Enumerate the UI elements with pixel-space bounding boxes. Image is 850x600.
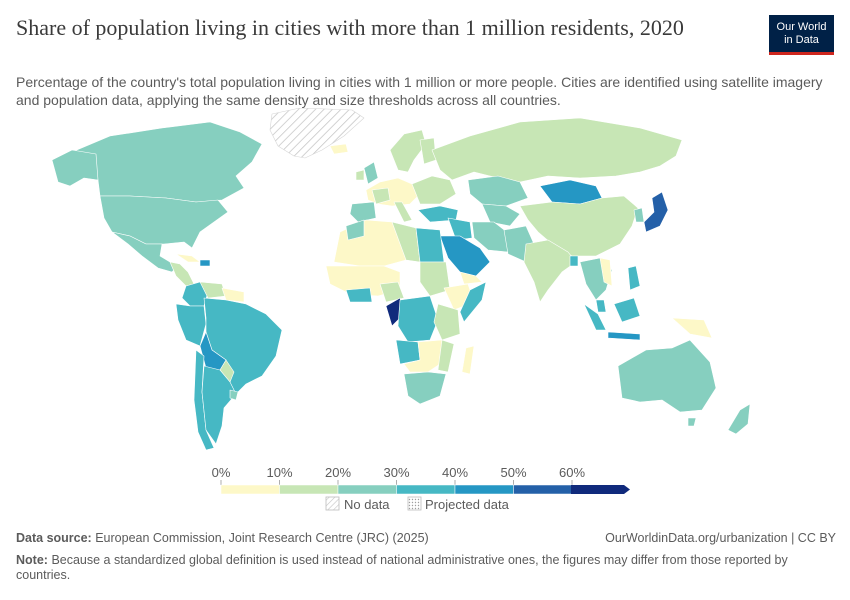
country-united-kingdom[interactable] — [363, 161, 379, 185]
country-indonesia-java[interactable] — [607, 331, 641, 341]
data-source-text[interactable]: European Commission, Joint Research Cent… — [95, 531, 429, 545]
chart-title: Share of population living in cities wit… — [16, 15, 684, 40]
country-canada[interactable] — [71, 121, 263, 203]
owid-logo[interactable]: Our World in Data — [769, 15, 834, 55]
country-morocco[interactable] — [345, 219, 365, 241]
region-arabian-peninsula-south[interactable] — [459, 271, 483, 285]
legend-tick-label: 20% — [325, 465, 351, 480]
country-india[interactable] — [523, 239, 577, 303]
legend-color-bins — [220, 484, 573, 495]
legend-bin-4[interactable] — [454, 484, 514, 495]
country-argentina[interactable] — [201, 365, 237, 445]
projected-data-label: Projected data — [425, 497, 510, 512]
footer-note: Note: Because a standardized global defi… — [16, 553, 836, 583]
country-saudi-arabia[interactable] — [439, 235, 491, 277]
region-scandinavia[interactable] — [389, 129, 427, 173]
world-map — [51, 108, 751, 451]
country-korea[interactable] — [633, 207, 645, 223]
country-france[interactable] — [371, 187, 391, 205]
country-papua-new-guinea[interactable] — [671, 317, 713, 339]
country-ivory-coast-ghana[interactable] — [345, 287, 373, 303]
no-data-swatch — [325, 496, 340, 511]
country-alaska[interactable] — [51, 149, 99, 187]
legend-bin-0[interactable] — [220, 484, 280, 495]
country-italy[interactable] — [393, 201, 413, 223]
legend-tick-label: 30% — [383, 465, 409, 480]
country-somalia[interactable] — [459, 281, 487, 323]
legend-tick-labels: 0% 10% 20% 30% 40% 50% 60% — [212, 465, 585, 485]
region-eastern-europe[interactable] — [411, 175, 457, 205]
country-iberia[interactable] — [349, 201, 377, 223]
country-chile[interactable] — [193, 349, 215, 451]
legend-tick-label: 10% — [266, 465, 292, 480]
footer: Data source: European Commission, Joint … — [16, 531, 836, 583]
region-caribbean[interactable] — [175, 253, 201, 263]
chart-subtitle: Percentage of the country's total popula… — [16, 74, 823, 108]
note-text: Because a standardized global definition… — [16, 553, 788, 582]
data-source-label: Data source: — [16, 531, 92, 545]
legend-bin-1[interactable] — [279, 484, 339, 495]
country-ireland[interactable] — [355, 169, 365, 181]
country-russia[interactable] — [431, 117, 683, 183]
country-greenland[interactable] — [269, 108, 365, 159]
region-guianas[interactable] — [221, 287, 245, 303]
legend-tick-label: 40% — [442, 465, 468, 480]
region-central-america[interactable] — [169, 261, 195, 287]
legend-bin-2[interactable] — [337, 484, 397, 495]
legend-arrow — [571, 485, 630, 494]
country-madagascar[interactable] — [461, 345, 475, 375]
country-kazakhstan[interactable] — [467, 175, 529, 207]
country-mozambique[interactable] — [437, 339, 455, 373]
country-tasmania[interactable] — [687, 417, 697, 427]
projected-data-swatch — [407, 496, 422, 511]
country-indonesia-borneo[interactable] — [613, 297, 641, 323]
country-sudan[interactable] — [419, 261, 451, 297]
country-kenya-tanzania[interactable] — [433, 303, 461, 341]
legend-tick-label: 0% — [212, 465, 231, 480]
note-label: Note: — [16, 553, 48, 567]
no-data-label: No data — [344, 497, 390, 512]
country-uruguay[interactable] — [229, 389, 239, 401]
country-japan[interactable] — [643, 191, 669, 233]
logo-line-1: Our World — [776, 20, 827, 33]
logo-line-2: in Data — [784, 33, 819, 46]
country-united-states[interactable] — [99, 195, 229, 249]
country-vietnam[interactable] — [599, 257, 613, 287]
country-nigeria[interactable] — [379, 281, 405, 303]
country-philippines[interactable] — [627, 265, 641, 291]
country-indonesia-sumatra[interactable] — [583, 303, 607, 331]
country-malaysia[interactable] — [595, 299, 607, 313]
country-iraq-syria[interactable] — [447, 217, 473, 241]
country-new-zealand[interactable] — [727, 403, 751, 435]
country-iceland[interactable] — [329, 143, 349, 155]
country-peru[interactable] — [175, 303, 207, 347]
data-source: Data source: European Commission, Joint … — [16, 531, 429, 546]
country-dominican-republic[interactable] — [199, 259, 211, 267]
legend-tick-label: 60% — [559, 465, 585, 480]
country-drc[interactable] — [397, 295, 439, 343]
country-south-africa[interactable] — [403, 371, 447, 405]
footer-url[interactable]: OurWorldinData.org/urbanization | CC BY — [605, 531, 836, 545]
legend-bin-3[interactable] — [396, 484, 456, 495]
country-angola[interactable] — [395, 339, 421, 365]
color-legend: 0% 10% 20% 30% 40% 50% 60% No data Projected d… — [212, 465, 630, 512]
legend-tick-label: 50% — [500, 465, 526, 480]
country-bangladesh[interactable] — [569, 255, 579, 267]
country-egypt[interactable] — [415, 227, 445, 263]
region-central-asia[interactable] — [481, 203, 521, 227]
legend-bin-5[interactable] — [513, 484, 573, 495]
country-australia[interactable] — [617, 339, 717, 413]
